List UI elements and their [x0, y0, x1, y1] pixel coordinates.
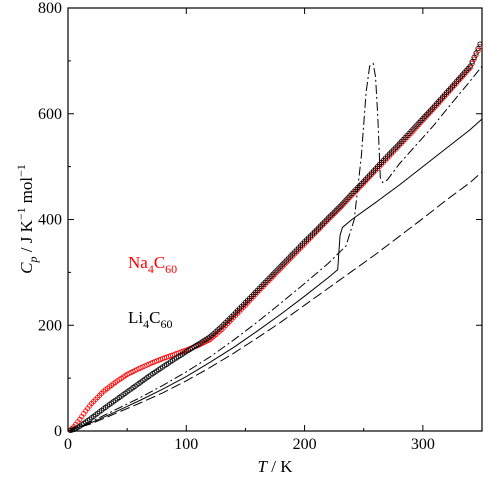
x-tick-label-200: 200 [293, 436, 317, 453]
y-tick-label-400: 400 [38, 212, 62, 229]
data-point [471, 54, 477, 60]
x-tick-label-100: 100 [174, 436, 198, 453]
data-point [477, 41, 483, 47]
data-point [475, 45, 481, 52]
legend-na4c60: Na4C60 [128, 253, 177, 276]
series-2-line [67, 62, 483, 432]
series-layer [67, 41, 483, 434]
y-tick-label-600: 600 [38, 106, 62, 123]
series-1-points [67, 41, 483, 434]
series-3-line [67, 171, 483, 432]
data-point [473, 50, 479, 56]
series-4-line [67, 118, 483, 432]
y-axis-label: Cp / J K−1mol−1 [14, 164, 40, 274]
ticks-layer: 0 100 200 300 0 200 400 600 800 [38, 0, 482, 453]
y-tick-label-800: 800 [38, 0, 62, 17]
x-tick-label-300: 300 [411, 436, 435, 453]
y-tick-label-0: 0 [54, 423, 62, 440]
series-0-points [67, 43, 483, 433]
y-tick-label-200: 200 [38, 317, 62, 334]
legend-li4c60: Li4C60 [128, 308, 172, 331]
data-point [467, 63, 473, 69]
data-point [469, 59, 475, 65]
x-tick-label-0: 0 [64, 436, 72, 453]
x-axis-label: T / K [258, 457, 294, 476]
plot-frame [67, 7, 483, 432]
